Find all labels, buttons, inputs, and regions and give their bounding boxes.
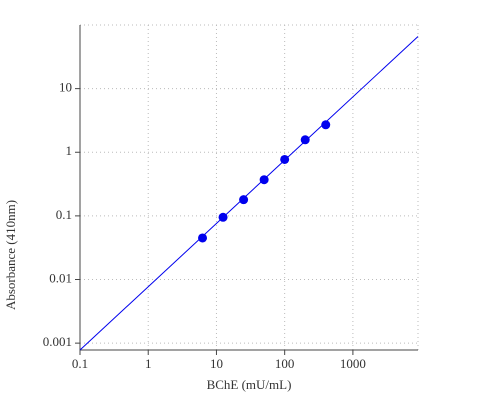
x-axis-label: BChE (mU/mL)	[207, 377, 292, 392]
data-point	[239, 195, 249, 205]
y-tick-label: 0.01	[49, 270, 72, 285]
fit-line	[79, 36, 419, 351]
y-tick-label: 1	[66, 143, 73, 158]
data-point	[300, 135, 310, 145]
x-tick-label: 1000	[340, 356, 366, 371]
data-point	[280, 154, 290, 164]
data-point	[259, 175, 269, 185]
x-tick-label: 0.1	[72, 356, 88, 371]
y-tick-label: 10	[59, 80, 72, 95]
y-tick-label: 0.001	[43, 334, 72, 349]
y-axis-label: Absorbance (410nm)	[3, 200, 18, 310]
data-point	[218, 212, 228, 222]
x-tick-label: 100	[275, 356, 295, 371]
x-tick-label: 1	[145, 356, 152, 371]
data-point	[198, 233, 208, 243]
y-tick-label: 0.1	[56, 207, 72, 222]
x-tick-label: 10	[210, 356, 223, 371]
data-point	[321, 120, 331, 130]
